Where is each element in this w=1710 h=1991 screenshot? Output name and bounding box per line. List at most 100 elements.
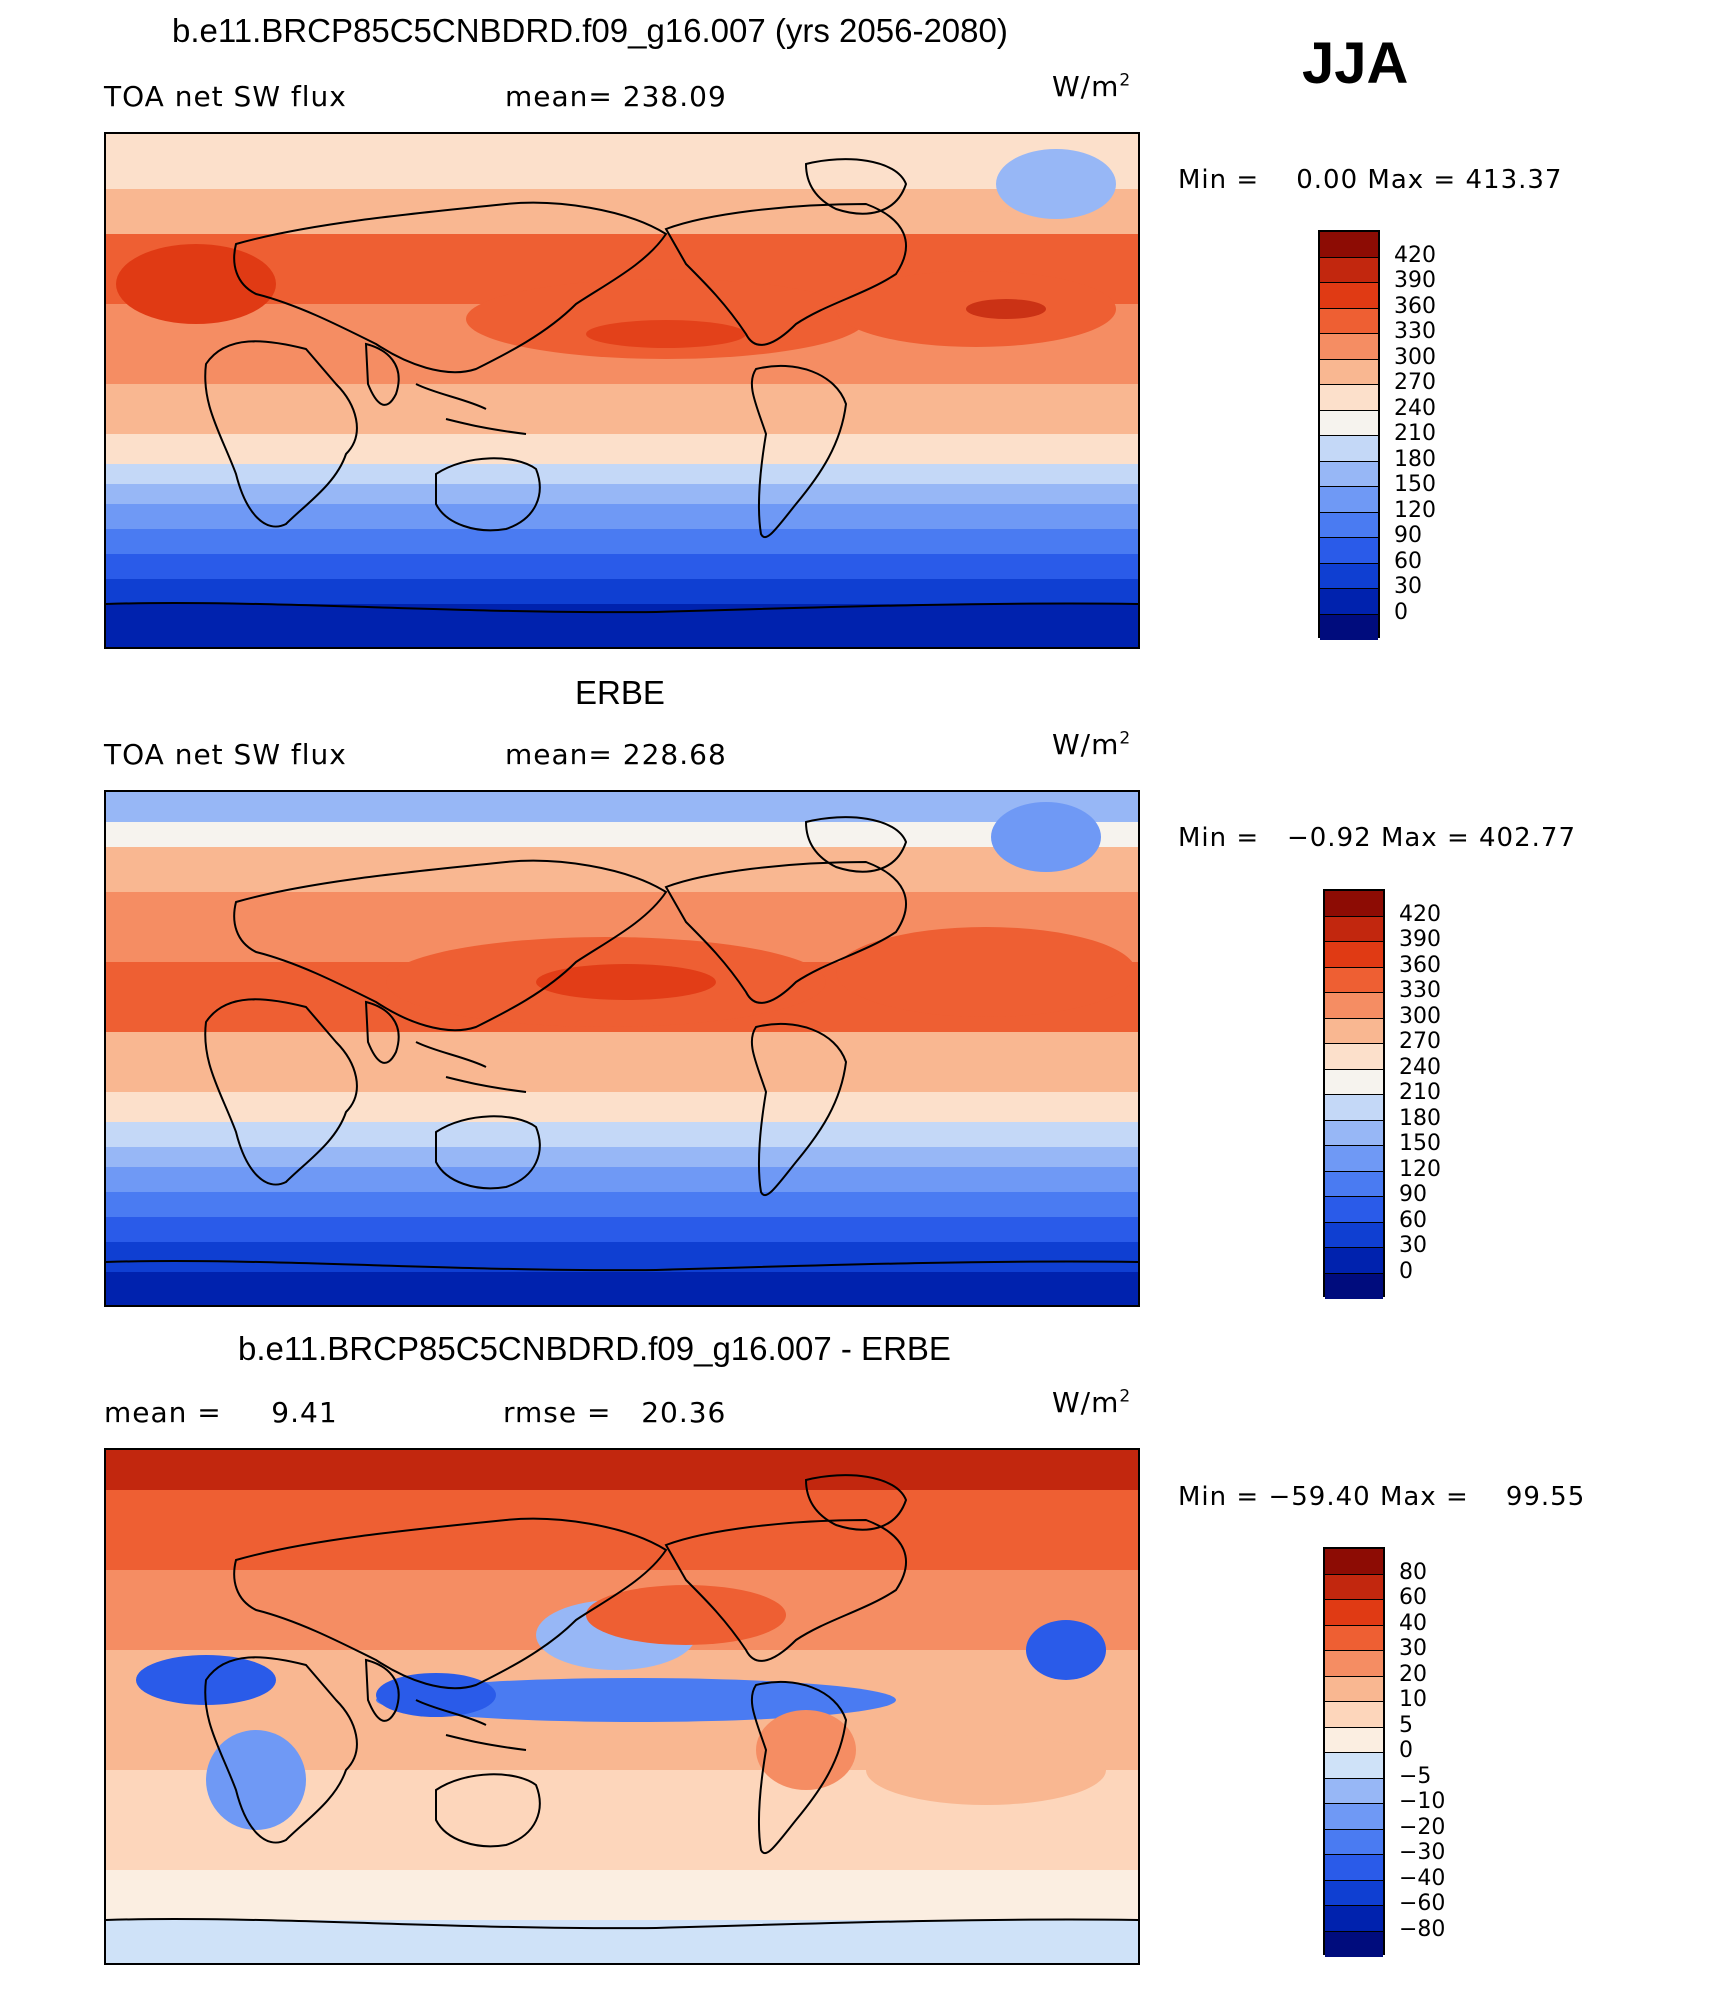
colorbar-tick-label: 210 <box>1399 1080 1441 1105</box>
field-band <box>106 1490 1138 1570</box>
field-anomaly <box>996 149 1116 219</box>
colorbar-swatches <box>1318 230 1380 640</box>
coastline <box>364 342 400 406</box>
colorbar-tick-label: 420 <box>1399 901 1441 927</box>
colorbar-swatch <box>1320 257 1378 283</box>
coastline <box>233 201 668 374</box>
field-band <box>106 504 1138 529</box>
colorbar-swatch <box>1320 283 1378 309</box>
colorbar-swatches <box>1323 1547 1385 1957</box>
coastline <box>664 860 907 1004</box>
colorbar-tick-label: 240 <box>1394 395 1436 421</box>
colorbar-swatch <box>1320 385 1378 411</box>
colorbar-tick-label: 180 <box>1394 446 1436 472</box>
colorbar-swatch <box>1325 1069 1383 1095</box>
field-band <box>106 579 1138 604</box>
field-band <box>106 1920 1138 1963</box>
colorbar-tick-label: −80 <box>1399 1916 1446 1942</box>
coastline <box>106 601 1138 614</box>
colorbar-tick-label: 90 <box>1394 523 1422 548</box>
panel3-map <box>104 1448 1140 1965</box>
colorbar-tick-label: −40 <box>1399 1865 1446 1891</box>
colorbar-swatch <box>1325 1146 1383 1172</box>
colorbar-tick-label: 150 <box>1394 472 1436 497</box>
colorbar-swatch <box>1320 614 1378 640</box>
field-anomaly <box>1026 1620 1106 1680</box>
colorbar-tick-label: −60 <box>1399 1891 1446 1916</box>
colorbar-tick-label: 30 <box>1399 1636 1427 1661</box>
colorbar-swatch <box>1325 1171 1383 1197</box>
panel3-rmse: rmse = 20.36 <box>503 1396 727 1429</box>
field-band <box>106 484 1138 504</box>
colorbar-swatch <box>1325 1574 1383 1600</box>
field-band <box>106 604 1138 647</box>
panel1-minmax: Min = 0.00 Max = 413.37 <box>1178 165 1563 195</box>
colorbar-tick-label: 30 <box>1399 1233 1427 1258</box>
coastline <box>750 364 848 539</box>
field-band <box>106 384 1138 434</box>
colorbar-tick-label: 0 <box>1399 1738 1413 1763</box>
field-anomaly <box>756 1710 856 1790</box>
coastline <box>664 202 907 346</box>
colorbar-tick-label: 420 <box>1394 242 1436 268</box>
panel1-title: b.e11.BRCP85C5CNBDRD.f09_g16.007 (yrs 20… <box>172 12 1008 49</box>
colorbar-swatch <box>1325 942 1383 968</box>
field-band <box>106 189 1138 234</box>
colorbar-tick-label: 60 <box>1394 548 1422 574</box>
field-anomaly <box>991 802 1101 872</box>
panel1-variable: TOA net SW flux <box>104 80 347 113</box>
coastline <box>204 1656 358 1844</box>
colorbar-tick-label: −5 <box>1399 1763 1432 1789</box>
colorbar-swatch <box>1320 308 1378 334</box>
coastline <box>664 1518 907 1662</box>
colorbar-swatch <box>1325 1095 1383 1121</box>
colorbar-tick-label: 300 <box>1399 1003 1441 1029</box>
colorbar-tick-label: 270 <box>1394 370 1436 395</box>
colorbar-tick-label: 120 <box>1394 497 1436 523</box>
colorbar-swatch <box>1325 1549 1383 1575</box>
coastline <box>415 383 527 435</box>
field-band <box>106 1092 1138 1122</box>
colorbar-swatch <box>1325 1702 1383 1728</box>
coastline <box>204 340 358 528</box>
colorbar-tick-label: 30 <box>1394 574 1422 599</box>
panel3-title: b.e11.BRCP85C5CNBDRD.f09_g16.007 - ERBE <box>238 1330 951 1367</box>
colorbar-swatch <box>1320 589 1378 615</box>
field-anomaly <box>966 299 1046 319</box>
colorbar-tick-label: 330 <box>1399 978 1441 1003</box>
colorbar-tick-label: 360 <box>1394 293 1436 319</box>
coastline <box>435 1773 541 1848</box>
season-label: JJA <box>1302 31 1409 96</box>
field-anomaly <box>536 964 716 1000</box>
colorbar-swatch <box>1325 1855 1383 1881</box>
colorbar-swatch <box>1325 1120 1383 1146</box>
colorbar-tick-label: 360 <box>1399 952 1441 978</box>
colorbar-swatch <box>1325 967 1383 993</box>
coastline <box>804 158 908 215</box>
panel3-units: W/m2 <box>1052 1386 1132 1419</box>
colorbar-swatch <box>1325 1931 1383 1957</box>
colorbar-tick-label: 240 <box>1399 1054 1441 1080</box>
field-band <box>106 1217 1138 1242</box>
colorbar-swatch <box>1325 1018 1383 1044</box>
colorbar-swatch <box>1325 916 1383 942</box>
coastline <box>435 1115 541 1190</box>
panel1-mean: mean= 238.09 <box>505 80 727 113</box>
field-band <box>106 529 1138 554</box>
colorbar-tick-label: 390 <box>1399 927 1441 952</box>
coastline <box>435 457 541 532</box>
field-anomaly <box>866 1735 1106 1805</box>
colorbar-tick-label: 330 <box>1394 319 1436 344</box>
field-band <box>106 847 1138 892</box>
colorbar-swatch <box>1325 1829 1383 1855</box>
field-anomaly <box>376 1678 896 1722</box>
coastline <box>415 1699 527 1751</box>
field-band <box>106 1147 1138 1167</box>
field-band <box>106 1032 1138 1092</box>
panel2-variable: TOA net SW flux <box>104 738 347 771</box>
colorbar-tick-label: 60 <box>1399 1207 1427 1233</box>
colorbar-tick-label: 390 <box>1394 268 1436 293</box>
field-band <box>106 434 1138 464</box>
panel1-map <box>104 132 1140 649</box>
colorbar-swatch <box>1325 1753 1383 1779</box>
